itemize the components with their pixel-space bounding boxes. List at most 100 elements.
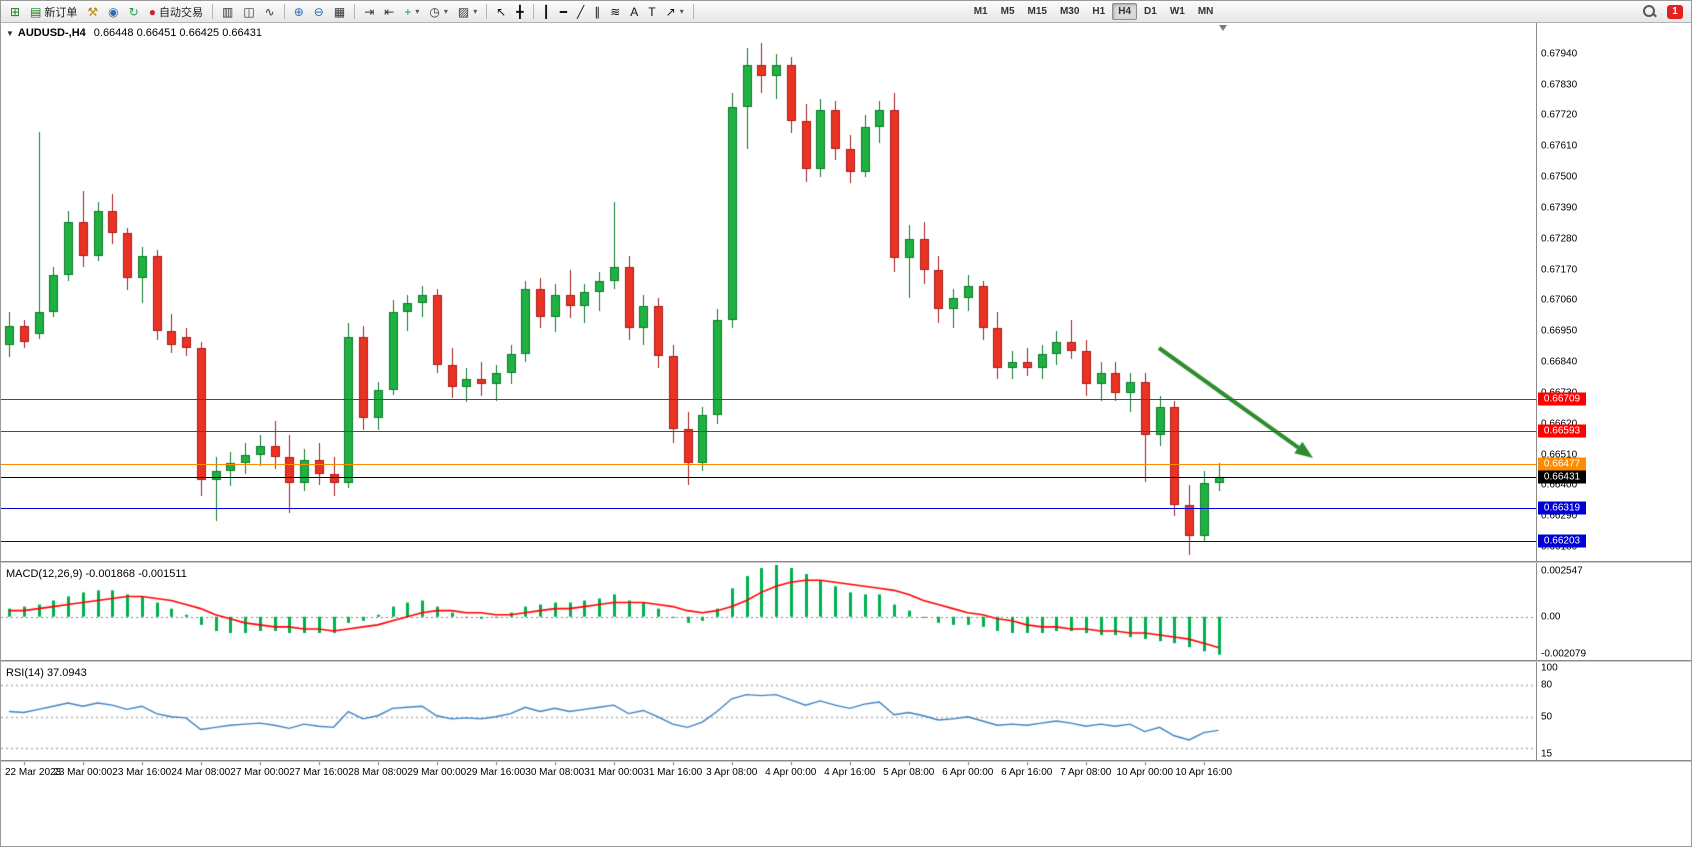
pane-separator-macd[interactable] [1,561,1691,563]
candlestick-icon[interactable]: ◫ [238,2,259,21]
search-icon[interactable] [1642,4,1657,19]
level-line-0.66709[interactable] [1,398,1536,400]
zoom-in-icon[interactable]: ⊕ [289,2,309,21]
channel-icon[interactable]: ∥ [589,2,605,21]
timeframe-button-h4[interactable]: H4 [1112,3,1138,20]
price-badge-0.66593: 0.66593 [1538,424,1586,438]
level-line-0.66319[interactable] [1,508,1536,510]
chart-shift-marker[interactable] [1219,25,1227,31]
timeframe-button-w1[interactable]: W1 [1169,6,1185,17]
toolbar-separator [283,4,285,19]
toolbar-separator [354,4,356,19]
trendline-icon[interactable]: ╱ [572,2,589,21]
timeframe-button-h1[interactable]: H1 [1092,6,1106,17]
periods-icon[interactable]: ◷ ▾ [424,2,453,21]
price-axis-label: 0.66950 [1541,325,1578,337]
channel-icon: ∥ [594,4,601,19]
tile-windows-icon[interactable]: ▦ [329,2,350,21]
time-axis-label: 10 Apr 16:00 [1175,767,1233,778]
time-axis-label: 4 Apr 00:00 [765,767,817,778]
horizontal-line-icon: ━ [559,4,567,19]
line-chart-icon[interactable]: ∿ [260,2,280,21]
templates-icon: ▨ [457,4,470,19]
rsi-name: RSI(14) [6,667,44,679]
time-axis-separator[interactable] [1,760,1691,762]
price-axis-label: 0.67060 [1541,294,1578,306]
time-axis-label: 31 Mar 16:00 [643,767,703,778]
chart-area: ▼ AUDUSD-,H4 0.66448 0.66451 0.66425 0.664… [1,23,1691,846]
autotrading-button[interactable]: ● 自动交易 [144,2,208,21]
cursor-icon[interactable]: ↖ [491,2,511,21]
profiles-icon: ◉ [108,4,119,19]
timeframe-button-m5[interactable]: M5 [1000,6,1015,17]
crosshair-icon: ╋ [516,4,524,19]
tile-windows-icon: ▦ [333,4,346,19]
macd-scale-label: 0.002547 [1541,565,1583,577]
notification-badge[interactable]: 1 [1667,4,1683,19]
level-line-0.66477[interactable] [1,463,1536,465]
timeframe-button-m15[interactable]: M15 [1027,6,1047,17]
price-axis-label: 0.66290 [1541,510,1578,522]
price-axis-separator[interactable] [1536,23,1537,762]
auto-scroll-icon[interactable]: ⇥ [359,2,379,21]
price-axis-label: 0.66510 [1541,449,1578,461]
level-line-0.66431[interactable] [1,476,1536,478]
timeframe-button-m30[interactable]: M30 [1059,6,1080,17]
time-axis-label: 27 Mar 00:00 [230,767,290,778]
new-order-button-label: 新订单 [44,6,78,19]
label-icon[interactable]: T [643,2,660,21]
chart-shift-icon[interactable]: ⇤ [379,2,399,21]
hammer-icon: ⚒ [87,4,99,19]
pane-separator-rsi[interactable] [1,660,1691,662]
price-axis-label: 0.66400 [1541,479,1578,491]
zoom-out-icon[interactable]: ⊖ [309,2,329,21]
price-badge-0.66477: 0.66477 [1538,457,1586,471]
profiles-icon[interactable]: ◉ [103,2,123,21]
level-line-0.66203[interactable] [1,540,1536,542]
time-axis-label: 23 Mar 16:00 [112,767,172,778]
time-axis-label: 29 Mar 00:00 [407,767,467,778]
price-axis-label: 0.67170 [1541,264,1578,276]
price-badge-0.66709: 0.66709 [1538,392,1586,406]
new-chart-icon[interactable]: ⊞ [5,2,25,21]
indicators-icon[interactable]: + ▾ [399,2,424,21]
chevron-down-icon: ▾ [473,7,478,16]
hammer-icon[interactable]: ⚒ [82,2,103,21]
timeframe-button-m1[interactable]: M1 [973,6,988,17]
indicators-icon: + [404,4,412,19]
fibonacci-icon[interactable]: ≋ [605,2,625,21]
bar-chart-icon[interactable]: ▥ [217,2,238,21]
arrows-icon[interactable]: ↗ ▾ [661,2,689,21]
timeframe-button-d1[interactable]: D1 [1144,6,1157,17]
price-axis-label: 0.67940 [1541,48,1578,60]
time-axis-label: 23 Mar 00:00 [53,767,113,778]
horizontal-line-icon[interactable]: ━ [555,2,572,21]
time-axis-label: 28 Mar 08:00 [348,767,408,778]
candlestick-icon: ◫ [243,4,255,19]
time-axis-label: 27 Mar 16:00 [289,767,349,778]
toolbar-separator [211,4,213,19]
text-icon[interactable]: A [625,2,643,21]
vertical-line-icon: ┃ [542,4,550,19]
one-click-trading-arrow[interactable]: ▼ [6,28,14,38]
refresh-icon[interactable]: ↻ [124,2,144,21]
new-order-button[interactable]: ▤ 新订单 [25,2,82,21]
price-axis-label: 0.66620 [1541,418,1578,430]
rsi-scale-label: 80 [1541,679,1553,691]
level-line-0.66593[interactable] [1,431,1536,433]
templates-icon[interactable]: ▨ ▾ [453,2,482,21]
time-axis-label: 4 Apr 16:00 [824,767,876,778]
vertical-line-icon[interactable]: ┃ [538,2,555,21]
fibonacci-icon: ≋ [610,4,621,19]
time-axis-label: 30 Mar 08:00 [525,767,585,778]
crosshair-icon[interactable]: ╋ [511,2,528,21]
zoom-out-icon: ⊖ [313,4,324,19]
macd-label: MACD(12,26,9) -0.001868 -0.001511 [6,568,187,580]
chart-canvas[interactable] [1,23,1691,846]
chevron-down-icon: ▾ [415,7,420,16]
timeframe-button-mn[interactable]: MN [1197,6,1214,17]
price-badge-0.66203: 0.66203 [1538,534,1586,548]
periods-icon: ◷ [429,4,440,19]
rsi-scale-label: 15 [1541,748,1553,760]
rsi-label: RSI(14) 37.0943 [6,667,87,679]
